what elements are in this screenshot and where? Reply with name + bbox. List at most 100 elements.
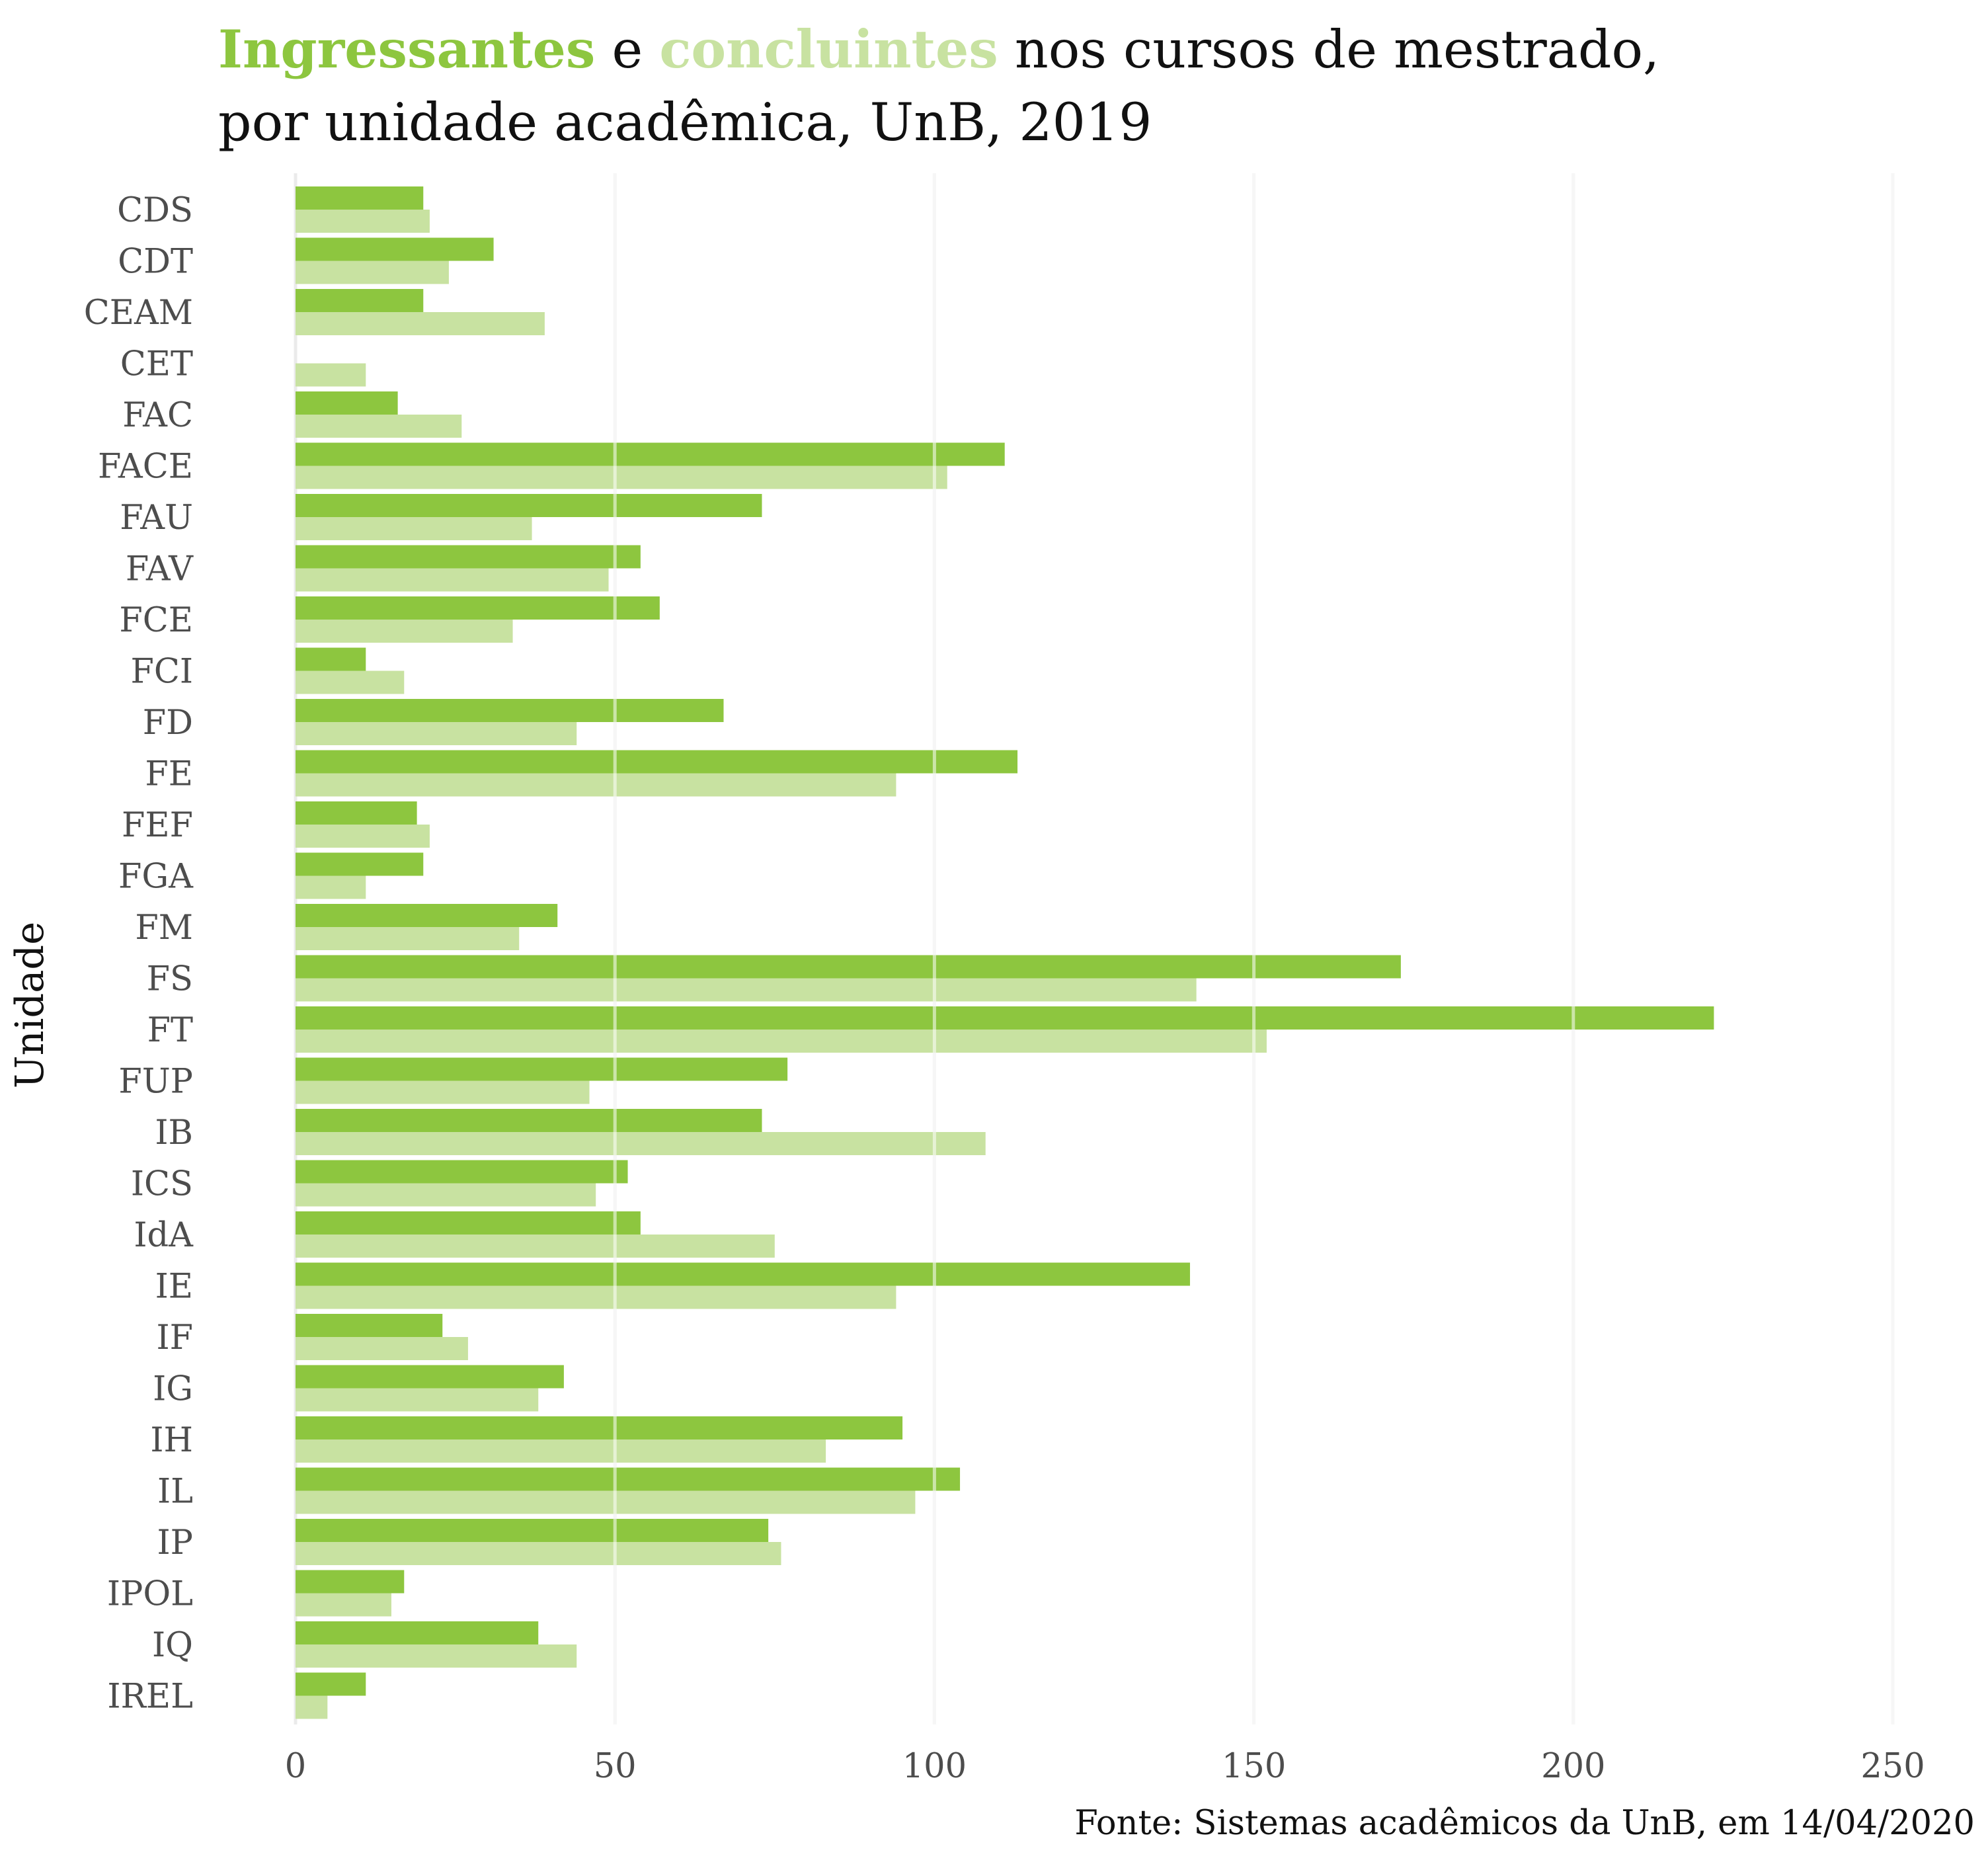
y-tick-label: IH (150, 1421, 193, 1460)
y-tick-label: IQ (152, 1626, 193, 1665)
bar-concluintes-FAU (296, 517, 532, 540)
bar-ingressantes-IF (296, 1314, 443, 1337)
bar-concluintes-IREL (296, 1695, 328, 1719)
bar-ingressantes-IQ (296, 1621, 539, 1644)
bar-ingressantes-FCI (296, 647, 366, 671)
bar-concluintes-FGA (296, 875, 366, 899)
bar-concluintes-IB (296, 1132, 986, 1155)
bar-concluintes-FM (296, 927, 520, 950)
y-tick-label: CDS (117, 191, 193, 230)
bar-concluintes-CDS (296, 210, 430, 233)
bar-ingressantes-FAU (296, 494, 762, 517)
bar-ingressantes-FD (296, 699, 724, 722)
y-tick-label: FCE (119, 601, 193, 640)
y-tick-label: FACE (98, 448, 193, 487)
x-tick-label: 150 (1222, 1747, 1286, 1786)
y-tick-label: CEAM (84, 294, 193, 333)
y-tick-label: IF (156, 1318, 193, 1357)
bar-concluintes-ICS (296, 1183, 596, 1207)
y-tick-label: FAU (120, 499, 193, 538)
y-tick-label: FT (147, 1011, 193, 1050)
y-tick-label: FAV (126, 550, 194, 589)
bar-ingressantes-IG (296, 1365, 564, 1389)
bar-ingressantes-IdA (296, 1211, 641, 1235)
x-tick-label: 0 (285, 1747, 306, 1786)
bar-ingressantes-IREL (296, 1672, 366, 1696)
y-tick-labels: CDS CDT CEAM CET FAC FACE FAU FAV FCE FCI FD FE FEF F… (84, 191, 194, 1717)
bar-ingressantes-IB (296, 1109, 762, 1132)
bar-concluintes-FAC (296, 415, 462, 438)
bar-concluintes-FAV (296, 568, 609, 592)
y-tick-label: IREL (107, 1678, 193, 1717)
bar-ingressantes-FAC (296, 391, 398, 415)
bar-ingressantes-FCE (296, 596, 660, 620)
bar-concluintes-FCE (296, 620, 513, 643)
title-concluintes: concluintes (659, 19, 998, 80)
y-tick-label: FD (143, 704, 193, 743)
y-tick-label: FE (145, 755, 193, 794)
y-tick-label: FM (135, 909, 193, 948)
bar-ingressantes-IP (296, 1519, 769, 1542)
bar-concluintes-FD (296, 722, 577, 745)
y-tick-label: FGA (118, 858, 194, 897)
bar-ingressantes-FEF (296, 801, 417, 825)
bar-concluintes-FE (296, 773, 896, 797)
bar-ingressantes-FAV (296, 545, 641, 569)
x-tick-label: 100 (902, 1747, 967, 1786)
y-tick-label: IPOL (107, 1575, 193, 1614)
bars (296, 173, 1895, 1724)
y-tick-label: FAC (122, 396, 193, 435)
bar-concluintes-IL (296, 1490, 916, 1514)
bar-concluintes-CEAM (296, 312, 545, 335)
bar-ingressantes-FM (296, 904, 558, 927)
bar-ingressantes-IE (296, 1262, 1190, 1286)
bar-concluintes-FT (296, 1030, 1267, 1053)
y-tick-label: CET (120, 345, 193, 384)
bar-ingressantes-CEAM (296, 289, 424, 312)
bar-ingressantes-CDS (296, 186, 424, 210)
title-ingressantes: Ingressantes (218, 19, 596, 80)
y-tick-label: IP (157, 1523, 193, 1562)
x-tick-label: 250 (1860, 1747, 1925, 1786)
y-tick-label: IdA (134, 1216, 194, 1255)
y-tick-label: IG (153, 1370, 193, 1409)
bar-ingressantes-ICS (296, 1160, 628, 1184)
y-tick-label: ICS (131, 1165, 193, 1204)
y-tick-label: IE (155, 1268, 193, 1307)
y-tick-label: FCI (130, 653, 193, 692)
y-tick-label: IL (157, 1473, 193, 1512)
bar-concluintes-FCI (296, 670, 405, 694)
x-tick-labels: 0 50 100 150 200 250 (285, 1747, 1925, 1786)
bar-concluintes-CDT (296, 261, 449, 284)
y-tick-label: IB (155, 1114, 193, 1153)
x-tick-label: 50 (594, 1747, 637, 1786)
bar-concluintes-CET (296, 363, 366, 387)
bar-concluintes-IG (296, 1388, 539, 1412)
bar-ingressantes-IPOL (296, 1570, 405, 1594)
bar-concluintes-IP (296, 1542, 781, 1565)
bar-ingressantes-IH (296, 1416, 903, 1439)
bar-concluintes-IdA (296, 1235, 775, 1258)
bar-ingressantes-FS (296, 955, 1401, 979)
bar-concluintes-FACE (296, 466, 947, 489)
bar-ingressantes-FE (296, 750, 1018, 774)
y-tick-label: FS (147, 960, 193, 999)
bar-ingressantes-FACE (296, 442, 1005, 466)
bar-ingressantes-FT (296, 1006, 1714, 1030)
chart-title: Ingressantes e concluintes nos cursos de… (218, 13, 1937, 159)
title-connector: e (595, 19, 660, 80)
bar-ingressantes-FUP (296, 1057, 788, 1081)
bar-ingressantes-FGA (296, 852, 424, 876)
bar-concluintes-IF (296, 1337, 468, 1360)
title-line1-rest: nos cursos de mestrado, (998, 19, 1660, 80)
source-note: Fonte: Sistemas acadêmicos da UnB, em 14… (1074, 1804, 1975, 1843)
bar-concluintes-IH (296, 1439, 826, 1463)
bar-concluintes-IQ (296, 1644, 577, 1668)
title-line2: por unidade acadêmica, UnB, 2019 (218, 92, 1152, 153)
bar-ingressantes-CDT (296, 237, 494, 261)
bar-concluintes-FEF (296, 825, 430, 848)
bar-ingressantes-IL (296, 1467, 961, 1491)
y-tick-label: FUP (118, 1063, 193, 1102)
y-tick-label: CDT (118, 243, 193, 282)
